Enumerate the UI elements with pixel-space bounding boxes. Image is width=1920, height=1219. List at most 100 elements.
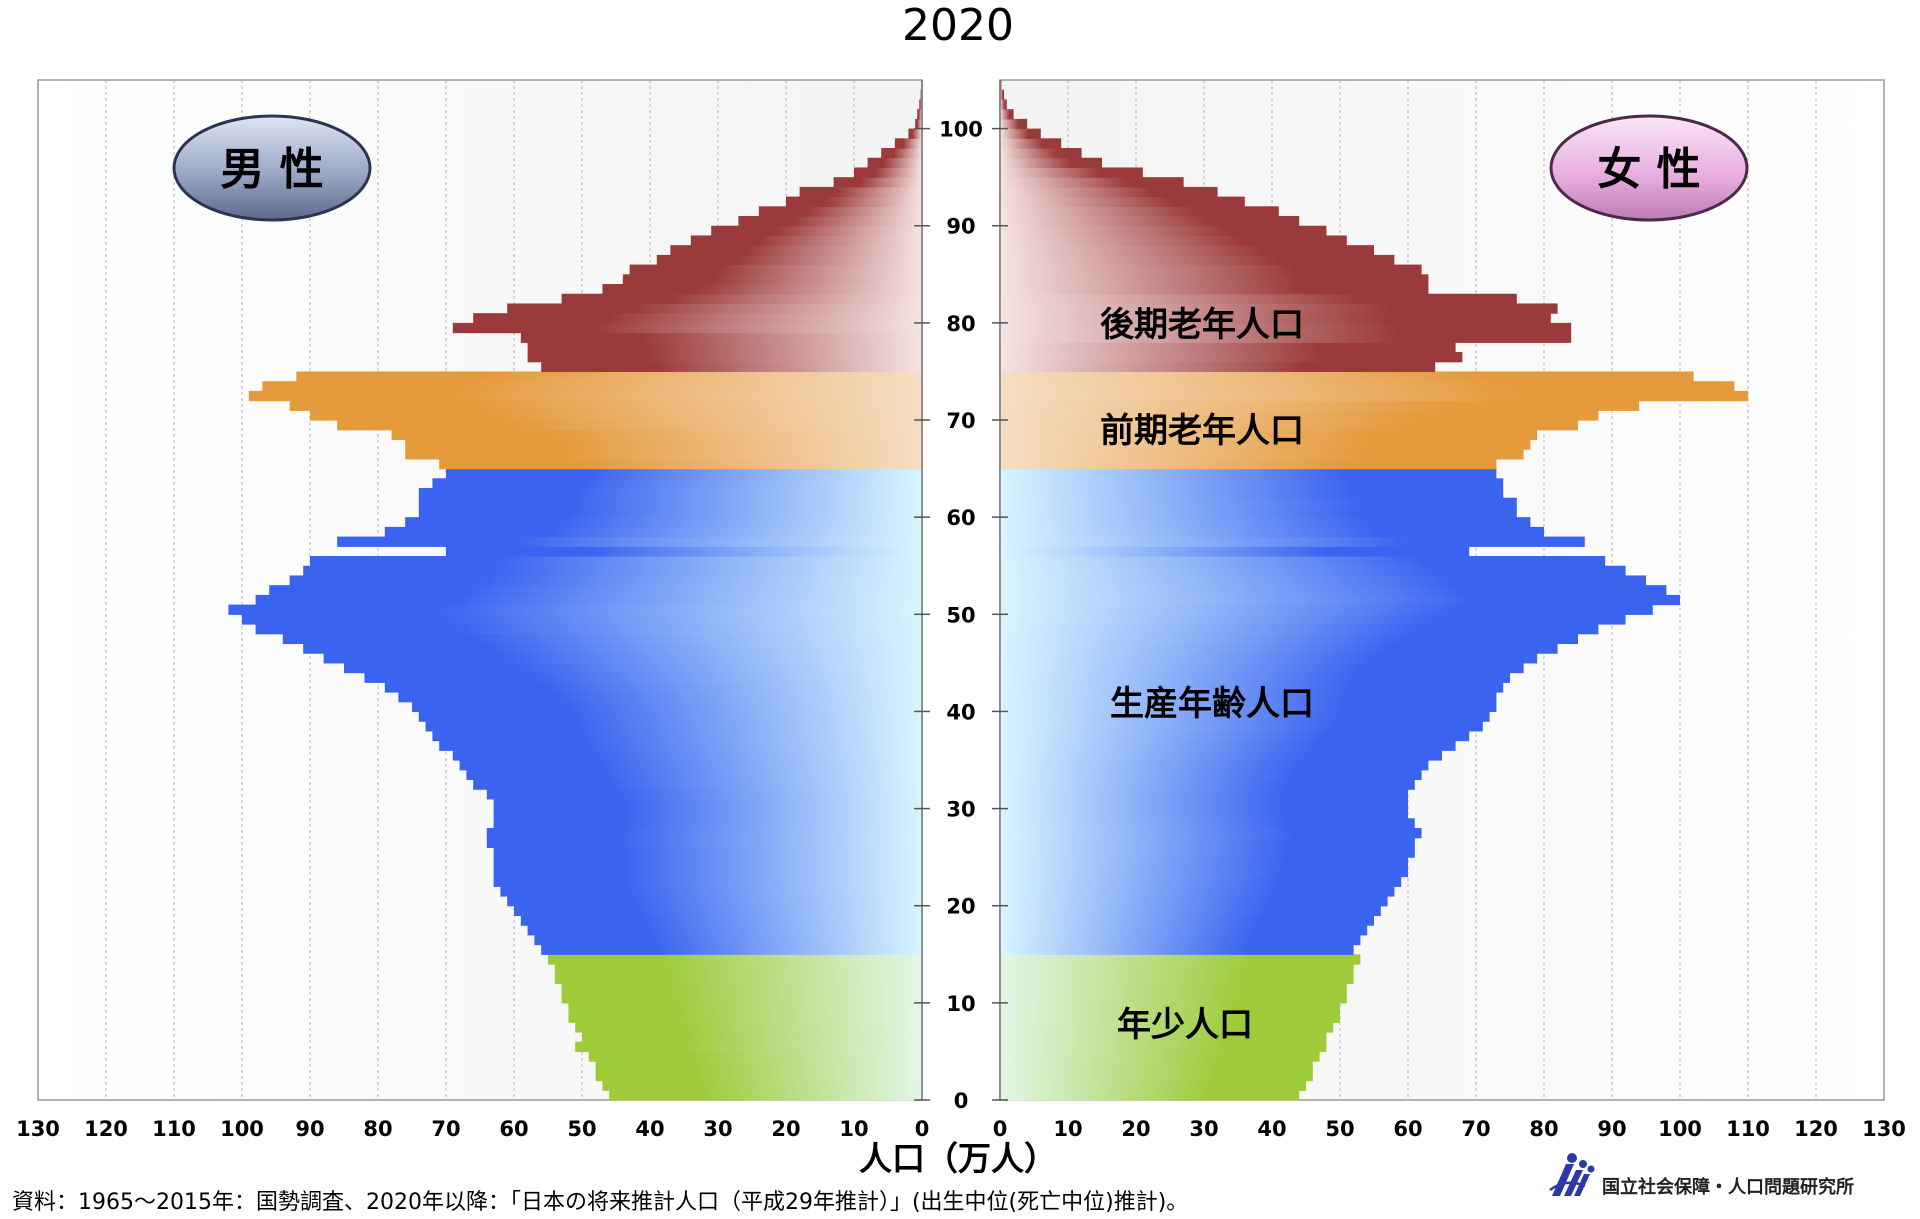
x-tick-label-female: 50 — [1325, 1117, 1354, 1141]
institution-logo: 国立社会保障・人口問題研究所 — [1549, 1153, 1854, 1198]
bar-male-age-100 — [915, 118, 922, 130]
female-label: 女 性 — [1597, 144, 1700, 195]
bar-female-age-74 — [1000, 371, 1694, 382]
bar-male-age-54 — [303, 565, 922, 577]
bar-male-age-94 — [833, 177, 922, 188]
bar-male-age-72 — [248, 390, 923, 402]
bar-male-age-34 — [459, 760, 922, 771]
bar-male-age-40 — [412, 701, 922, 713]
bar-female-age-28 — [1000, 818, 1415, 829]
x-tick-label-male: 10 — [839, 1117, 868, 1141]
bar-female-age-23 — [1000, 866, 1408, 878]
bar-male-age-12 — [554, 973, 922, 985]
bar-male-age-102 — [919, 99, 922, 110]
bar-female-age-68 — [1000, 429, 1538, 441]
bar-female-age-17 — [1000, 925, 1368, 936]
age-tick-label: 0 — [954, 1089, 969, 1113]
bar-female-age-13 — [1000, 964, 1354, 975]
male-badge: 男 性 — [172, 114, 372, 222]
bar-female-age-8 — [1000, 1012, 1340, 1023]
x-tick-label-female: 120 — [1794, 1117, 1838, 1141]
bar-male-age-50 — [228, 604, 922, 615]
bar-female-age-3 — [1000, 1061, 1313, 1072]
bar-female-age-38 — [1000, 721, 1483, 732]
age-tick-label: 70 — [946, 409, 975, 433]
bar-female-age-83 — [1000, 284, 1429, 295]
bar-male-age-17 — [527, 925, 922, 936]
bar-female-age-45 — [1000, 653, 1538, 664]
age-tick-label: 90 — [946, 215, 975, 239]
bar-male-age-3 — [595, 1061, 922, 1072]
bar-male-age-65 — [439, 458, 922, 470]
bar-female-age-84 — [1000, 274, 1429, 285]
bar-female-age-48 — [1000, 624, 1599, 635]
bar-male-age-63 — [432, 478, 922, 489]
bar-female-age-30 — [1000, 798, 1408, 810]
age-tick-label: 100 — [939, 118, 983, 142]
bar-female-age-58 — [1000, 526, 1544, 538]
bar-male-age-86 — [656, 254, 922, 266]
bar-female-age-1 — [1000, 1080, 1306, 1091]
bar-female-age-90 — [1000, 216, 1300, 227]
bar-male-age-88 — [690, 235, 922, 246]
bar-female-age-94 — [1000, 177, 1184, 188]
bar-female-age-102 — [1000, 99, 1007, 110]
bar-female-age-19 — [1000, 905, 1381, 917]
age-tick-label: 80 — [946, 312, 975, 336]
bar-male-age-83 — [602, 284, 922, 295]
bar-male-age-89 — [711, 225, 922, 237]
bar-male-age-42 — [384, 682, 922, 693]
bar-female-age-79 — [1000, 322, 1572, 334]
bar-female-age-2 — [1000, 1070, 1313, 1082]
bar-male-age-13 — [554, 964, 922, 975]
bar-female-age-98 — [1000, 138, 1062, 149]
bar-male-age-79 — [452, 322, 922, 334]
bar-male-age-48 — [255, 624, 923, 635]
bar-female-age-18 — [1000, 915, 1374, 926]
source-note: 資料：1965〜2015年：国勢調査、2020年以降：「日本の将来推計人口（平成… — [12, 1190, 1188, 1215]
bar-female-age-22 — [1000, 876, 1402, 887]
group-label-working-age: 生産年齢人口 — [1110, 684, 1314, 724]
x-tick-label-female: 10 — [1053, 1117, 1082, 1141]
bar-male-age-19 — [514, 905, 922, 917]
bar-female-age-46 — [1000, 643, 1558, 654]
bar-male-age-98 — [894, 138, 922, 149]
bar-female-age-29 — [1000, 808, 1408, 819]
bar-male-age-64 — [446, 468, 922, 479]
bar-female-age-71 — [1000, 400, 1640, 411]
bar-male-age-30 — [493, 798, 922, 810]
bar-male-age-23 — [493, 866, 922, 878]
age-tick-label: 50 — [946, 603, 975, 627]
x-tick-label-female: 70 — [1461, 1117, 1490, 1141]
bar-female-age-80 — [1000, 313, 1551, 324]
x-tick-label-male: 110 — [152, 1117, 196, 1141]
institution-name: 国立社会保障・人口問題研究所 — [1602, 1176, 1854, 1198]
bar-female-age-92 — [1000, 196, 1245, 207]
bar-male-age-66 — [405, 449, 922, 460]
group-label-early-elderly: 前期老年人口 — [1100, 411, 1304, 451]
bar-female-age-14 — [1000, 954, 1361, 965]
x-tick-label-male: 90 — [295, 1117, 324, 1141]
bar-female-age-69 — [1000, 420, 1578, 431]
x-tick-label-male: 60 — [499, 1117, 528, 1141]
bar-female-age-39 — [1000, 711, 1490, 722]
group-label-children: 年少人口 — [1117, 1005, 1253, 1045]
bar-female-age-75 — [1000, 361, 1436, 373]
bar-male-age-97 — [881, 148, 922, 159]
bar-male-age-92 — [786, 196, 922, 207]
bar-male-age-29 — [493, 808, 922, 819]
bar-female-age-40 — [1000, 701, 1497, 713]
bar-female-age-70 — [1000, 410, 1599, 421]
bar-female-age-42 — [1000, 682, 1504, 693]
bar-male-age-21 — [500, 886, 922, 897]
bar-male-age-44 — [344, 662, 922, 674]
bar-female-age-52 — [1000, 585, 1667, 596]
female-badge: 女 性 — [1549, 114, 1749, 222]
x-tick-label-female: 100 — [1658, 1117, 1702, 1141]
bar-female-age-89 — [1000, 225, 1327, 237]
bar-male-age-0 — [609, 1090, 922, 1101]
bar-male-age-20 — [507, 896, 922, 907]
bar-female-age-9 — [1000, 1002, 1340, 1014]
